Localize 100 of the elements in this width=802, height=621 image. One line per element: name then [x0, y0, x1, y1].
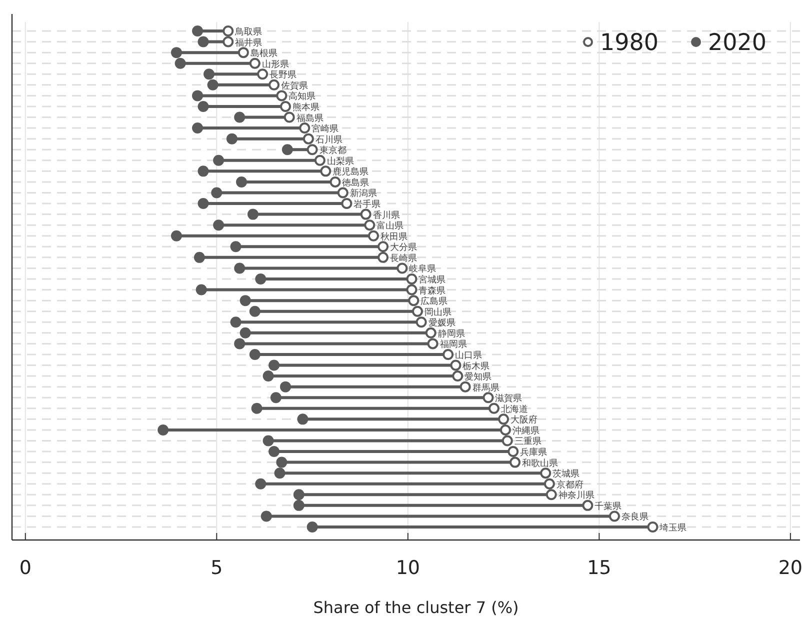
y-tick-label: 富山県: [376, 220, 404, 232]
point: [276, 90, 288, 102]
y-tick-label: 佐賀県: [281, 80, 308, 92]
point: [174, 58, 186, 69]
point: [546, 489, 557, 500]
point: [262, 370, 274, 382]
point: [268, 79, 280, 90]
point: [364, 220, 376, 231]
point: [249, 348, 260, 360]
y-tick-label: 滋賀県: [495, 393, 522, 404]
point: [416, 316, 427, 328]
point: [257, 68, 268, 80]
point: [544, 478, 555, 490]
point: [284, 112, 295, 123]
point: [230, 241, 242, 252]
y-tick-label: 山梨県: [326, 156, 354, 167]
point: [234, 112, 246, 123]
point: [488, 402, 500, 414]
point: [194, 252, 205, 263]
y-tick-label: 熊本県: [292, 102, 320, 113]
y-tick-label: 山形県: [262, 58, 289, 70]
point: [247, 208, 258, 220]
point: [500, 424, 511, 436]
y-tick-label: 山口県: [455, 350, 482, 361]
y-tick-label: 長崎県: [390, 252, 418, 264]
y-tick-label: 埼玉県: [658, 522, 687, 534]
point: [282, 144, 293, 156]
y-tick-label: 沖縄県: [512, 425, 540, 436]
x-tick-label: 5: [210, 557, 223, 579]
y-tick-label: 奈良県: [621, 512, 648, 523]
legend-label: 1980: [600, 30, 659, 56]
point: [249, 58, 260, 69]
point: [222, 26, 234, 36]
y-tick-label: 兵庫県: [520, 447, 548, 458]
x-tick-label: 10: [396, 557, 420, 579]
point: [204, 68, 214, 80]
point: [234, 262, 246, 274]
point: [460, 381, 471, 392]
point: [238, 47, 249, 58]
y-tick-label: 神奈川県: [558, 490, 594, 502]
point: [337, 187, 348, 198]
point: [274, 468, 286, 479]
y-tick-label: 秋田県: [380, 231, 408, 242]
x-tick-label: 0: [19, 557, 32, 579]
y-tick-label: 宮崎県: [312, 124, 339, 135]
point: [196, 284, 207, 296]
x-tick-label: 15: [587, 557, 612, 579]
point: [170, 47, 182, 58]
y-tick-label: 愛知県: [464, 372, 492, 383]
point: [360, 208, 372, 220]
y-tick-label: 鹿児島県: [332, 166, 369, 178]
point: [425, 327, 436, 338]
point: [213, 154, 224, 166]
y-tick-label: 徳島県: [342, 177, 370, 188]
point: [260, 510, 272, 522]
point: [502, 435, 513, 446]
y-tick-label: 群馬県: [472, 382, 500, 394]
point: [582, 500, 594, 511]
point: [268, 446, 280, 458]
point: [297, 414, 308, 425]
point: [268, 360, 280, 371]
point: [406, 284, 418, 296]
point: [427, 338, 438, 350]
point: [406, 274, 418, 284]
point: [276, 456, 288, 468]
legend-label: 2020: [708, 30, 767, 56]
y-tick-label: 岡山県: [424, 306, 452, 318]
point: [378, 241, 389, 252]
y-tick-label: 和歌山県: [522, 458, 558, 469]
point: [255, 274, 266, 284]
point: [368, 230, 379, 242]
y-tick-label: 大阪府: [510, 414, 538, 426]
point: [508, 446, 519, 458]
point: [450, 360, 462, 371]
point: [198, 100, 209, 112]
y-tick-label: 香川県: [372, 210, 400, 221]
point: [249, 306, 260, 317]
point: [412, 306, 423, 317]
y-tick-label: 京都府: [556, 479, 584, 490]
point: [255, 478, 266, 490]
point: [192, 26, 204, 36]
point: [510, 456, 521, 468]
point: [341, 198, 352, 210]
point: [302, 133, 314, 144]
point: [192, 122, 204, 134]
point: [234, 338, 246, 350]
point: [230, 316, 242, 328]
point: [408, 295, 420, 306]
y-tick-label: 岩手県: [354, 199, 381, 210]
point: [236, 176, 248, 188]
point: [608, 510, 620, 522]
point: [306, 144, 318, 156]
point: [314, 154, 326, 166]
y-tick-label: 新潟県: [350, 188, 377, 200]
point: [170, 230, 182, 242]
point: [192, 90, 204, 102]
x-axis-title: Share of the cluster 7 (%): [313, 598, 519, 617]
point: [293, 489, 304, 500]
point: [299, 122, 310, 134]
y-tick-label: 石川県: [315, 134, 342, 146]
